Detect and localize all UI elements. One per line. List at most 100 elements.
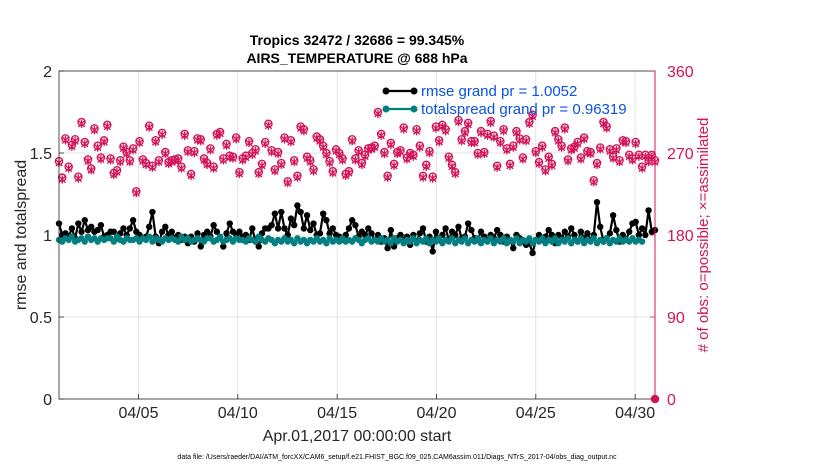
obs-assimilated-marker bbox=[496, 138, 505, 148]
obs-assimilated-marker bbox=[161, 149, 169, 159]
x-tick-label: 04/10 bbox=[218, 405, 258, 422]
x-axis: 04/05 04/10 04/15 04/20 04/25 04/30 bbox=[118, 394, 655, 422]
obs-assimilated-marker bbox=[106, 156, 115, 165]
rmse-point bbox=[81, 217, 88, 224]
obs-assimilated-marker bbox=[470, 138, 479, 148]
obs-assimilated-marker bbox=[532, 148, 540, 158]
obs-assimilated-marker bbox=[377, 131, 385, 140]
obs-assimilated-marker bbox=[416, 143, 424, 152]
legend-spread-label: totalspread grand pr = 0.96319 bbox=[421, 101, 627, 118]
x-tick-label: 04/25 bbox=[516, 405, 556, 422]
obs-assimilated-marker bbox=[81, 139, 89, 149]
obs-assimilated-marker bbox=[574, 139, 582, 149]
legend-spread-marker-right bbox=[410, 105, 418, 113]
totalspread-point bbox=[577, 235, 585, 242]
obs-assimilated-marker bbox=[329, 168, 337, 178]
obs-assimilated-marker bbox=[396, 147, 405, 157]
obs-assimilated-marker bbox=[87, 166, 95, 175]
obs-assimilated-marker bbox=[586, 149, 595, 159]
y-right-tick-label: 180 bbox=[667, 228, 694, 245]
obs-assimilated-marker bbox=[222, 141, 231, 150]
rmse-point bbox=[287, 215, 295, 222]
totalspread-point bbox=[387, 240, 395, 247]
obs-assimilated-marker bbox=[400, 125, 408, 134]
rmse-point bbox=[278, 208, 285, 216]
rmse-point bbox=[120, 225, 127, 232]
obs-assimilated-marker bbox=[235, 169, 244, 179]
rmse-point bbox=[493, 226, 501, 234]
rmse-point bbox=[290, 221, 298, 229]
totalspread-point bbox=[323, 240, 330, 247]
obs-assimilated-marker bbox=[255, 169, 263, 179]
obs-assimilated-marker bbox=[103, 122, 111, 131]
rmse-point bbox=[316, 230, 324, 237]
obs-assimilated-marker bbox=[503, 146, 511, 155]
totalspread-point bbox=[68, 233, 76, 240]
rmse-point bbox=[442, 225, 449, 232]
rmse-point bbox=[645, 207, 652, 214]
obs-assimilated-marker bbox=[429, 174, 437, 183]
legend-rmse-marker-left bbox=[382, 87, 390, 95]
rmse-point bbox=[529, 249, 536, 257]
y-right-tick-label: 0 bbox=[667, 392, 676, 409]
obs-assimilated-marker bbox=[380, 149, 389, 159]
obs-assimilated-marker bbox=[590, 177, 598, 187]
obs-assimilated-marker bbox=[116, 157, 124, 167]
obs-assimilated-marker bbox=[180, 131, 189, 140]
obs-assimilated-marker bbox=[348, 136, 356, 146]
footnote: data file: /Users/raeder/DAI/ATM_forcXX/… bbox=[177, 454, 617, 461]
obs-assimilated-marker bbox=[258, 161, 266, 170]
obs-assimilated-marker bbox=[564, 157, 572, 166]
rmse-point bbox=[268, 221, 275, 229]
obs-assimilated-marker bbox=[422, 162, 430, 171]
rmse-point bbox=[162, 223, 169, 230]
totalspread-point bbox=[526, 235, 533, 242]
obs-assimilated-marker bbox=[245, 138, 253, 148]
obs-assimilated-marker bbox=[97, 155, 105, 164]
obs-assimilated-marker bbox=[264, 121, 273, 130]
totalspread-point bbox=[551, 235, 559, 242]
obs-assimilated-marker bbox=[516, 136, 524, 145]
totalspread-point bbox=[461, 235, 469, 242]
rmse-point bbox=[294, 202, 301, 209]
obs-assimilated-marker bbox=[596, 145, 604, 154]
y-axis-right-label: # of obs: o=possible; ×=assimilated bbox=[695, 118, 712, 353]
obs-assimilated-marker bbox=[77, 119, 86, 129]
obs-assimilated-marker bbox=[129, 146, 137, 155]
obs-assimilated-marker bbox=[71, 136, 79, 146]
rmse-point bbox=[110, 228, 117, 235]
obs-assimilated-marker bbox=[403, 155, 411, 164]
totalspread-point bbox=[290, 240, 298, 247]
y-tick-label: 1 bbox=[43, 228, 52, 245]
rmse-point bbox=[384, 244, 391, 252]
rmse-point bbox=[429, 248, 436, 255]
rmse-point bbox=[281, 225, 288, 232]
rmse-point bbox=[303, 212, 311, 219]
obs-assimilated-marker bbox=[570, 144, 579, 153]
totalspread-point bbox=[603, 235, 610, 242]
obs-assimilated-marker bbox=[274, 149, 282, 159]
rmse-point bbox=[271, 210, 279, 217]
obs-assimilated-marker bbox=[122, 149, 131, 159]
rmse-point bbox=[203, 228, 211, 235]
rmse-point bbox=[213, 228, 221, 235]
obs-assimilated-marker bbox=[354, 147, 363, 157]
rmse-point bbox=[94, 226, 101, 234]
totalspread-point bbox=[539, 235, 546, 242]
obs-assimilated-marker bbox=[216, 129, 224, 139]
obs-assimilated-marker bbox=[100, 137, 108, 147]
obs-assimilated-marker bbox=[126, 157, 134, 167]
obs-assimilated-marker bbox=[203, 160, 211, 170]
obs-assimilated-marker bbox=[557, 143, 566, 152]
rmse-point bbox=[126, 225, 134, 232]
y-tick-label: 1.5 bbox=[30, 146, 52, 163]
y-tick-label: 0.5 bbox=[30, 310, 52, 327]
rmse-point bbox=[220, 243, 227, 250]
obs-assimilated-marker bbox=[219, 156, 227, 165]
obs-assimilated-marker bbox=[622, 138, 630, 148]
obs-assimilated-marker bbox=[242, 153, 250, 162]
rmse-point bbox=[510, 244, 517, 252]
rmse-point bbox=[545, 226, 552, 234]
obs-assimilated-marker bbox=[135, 138, 144, 148]
obs-assimilated-marker bbox=[113, 167, 121, 177]
